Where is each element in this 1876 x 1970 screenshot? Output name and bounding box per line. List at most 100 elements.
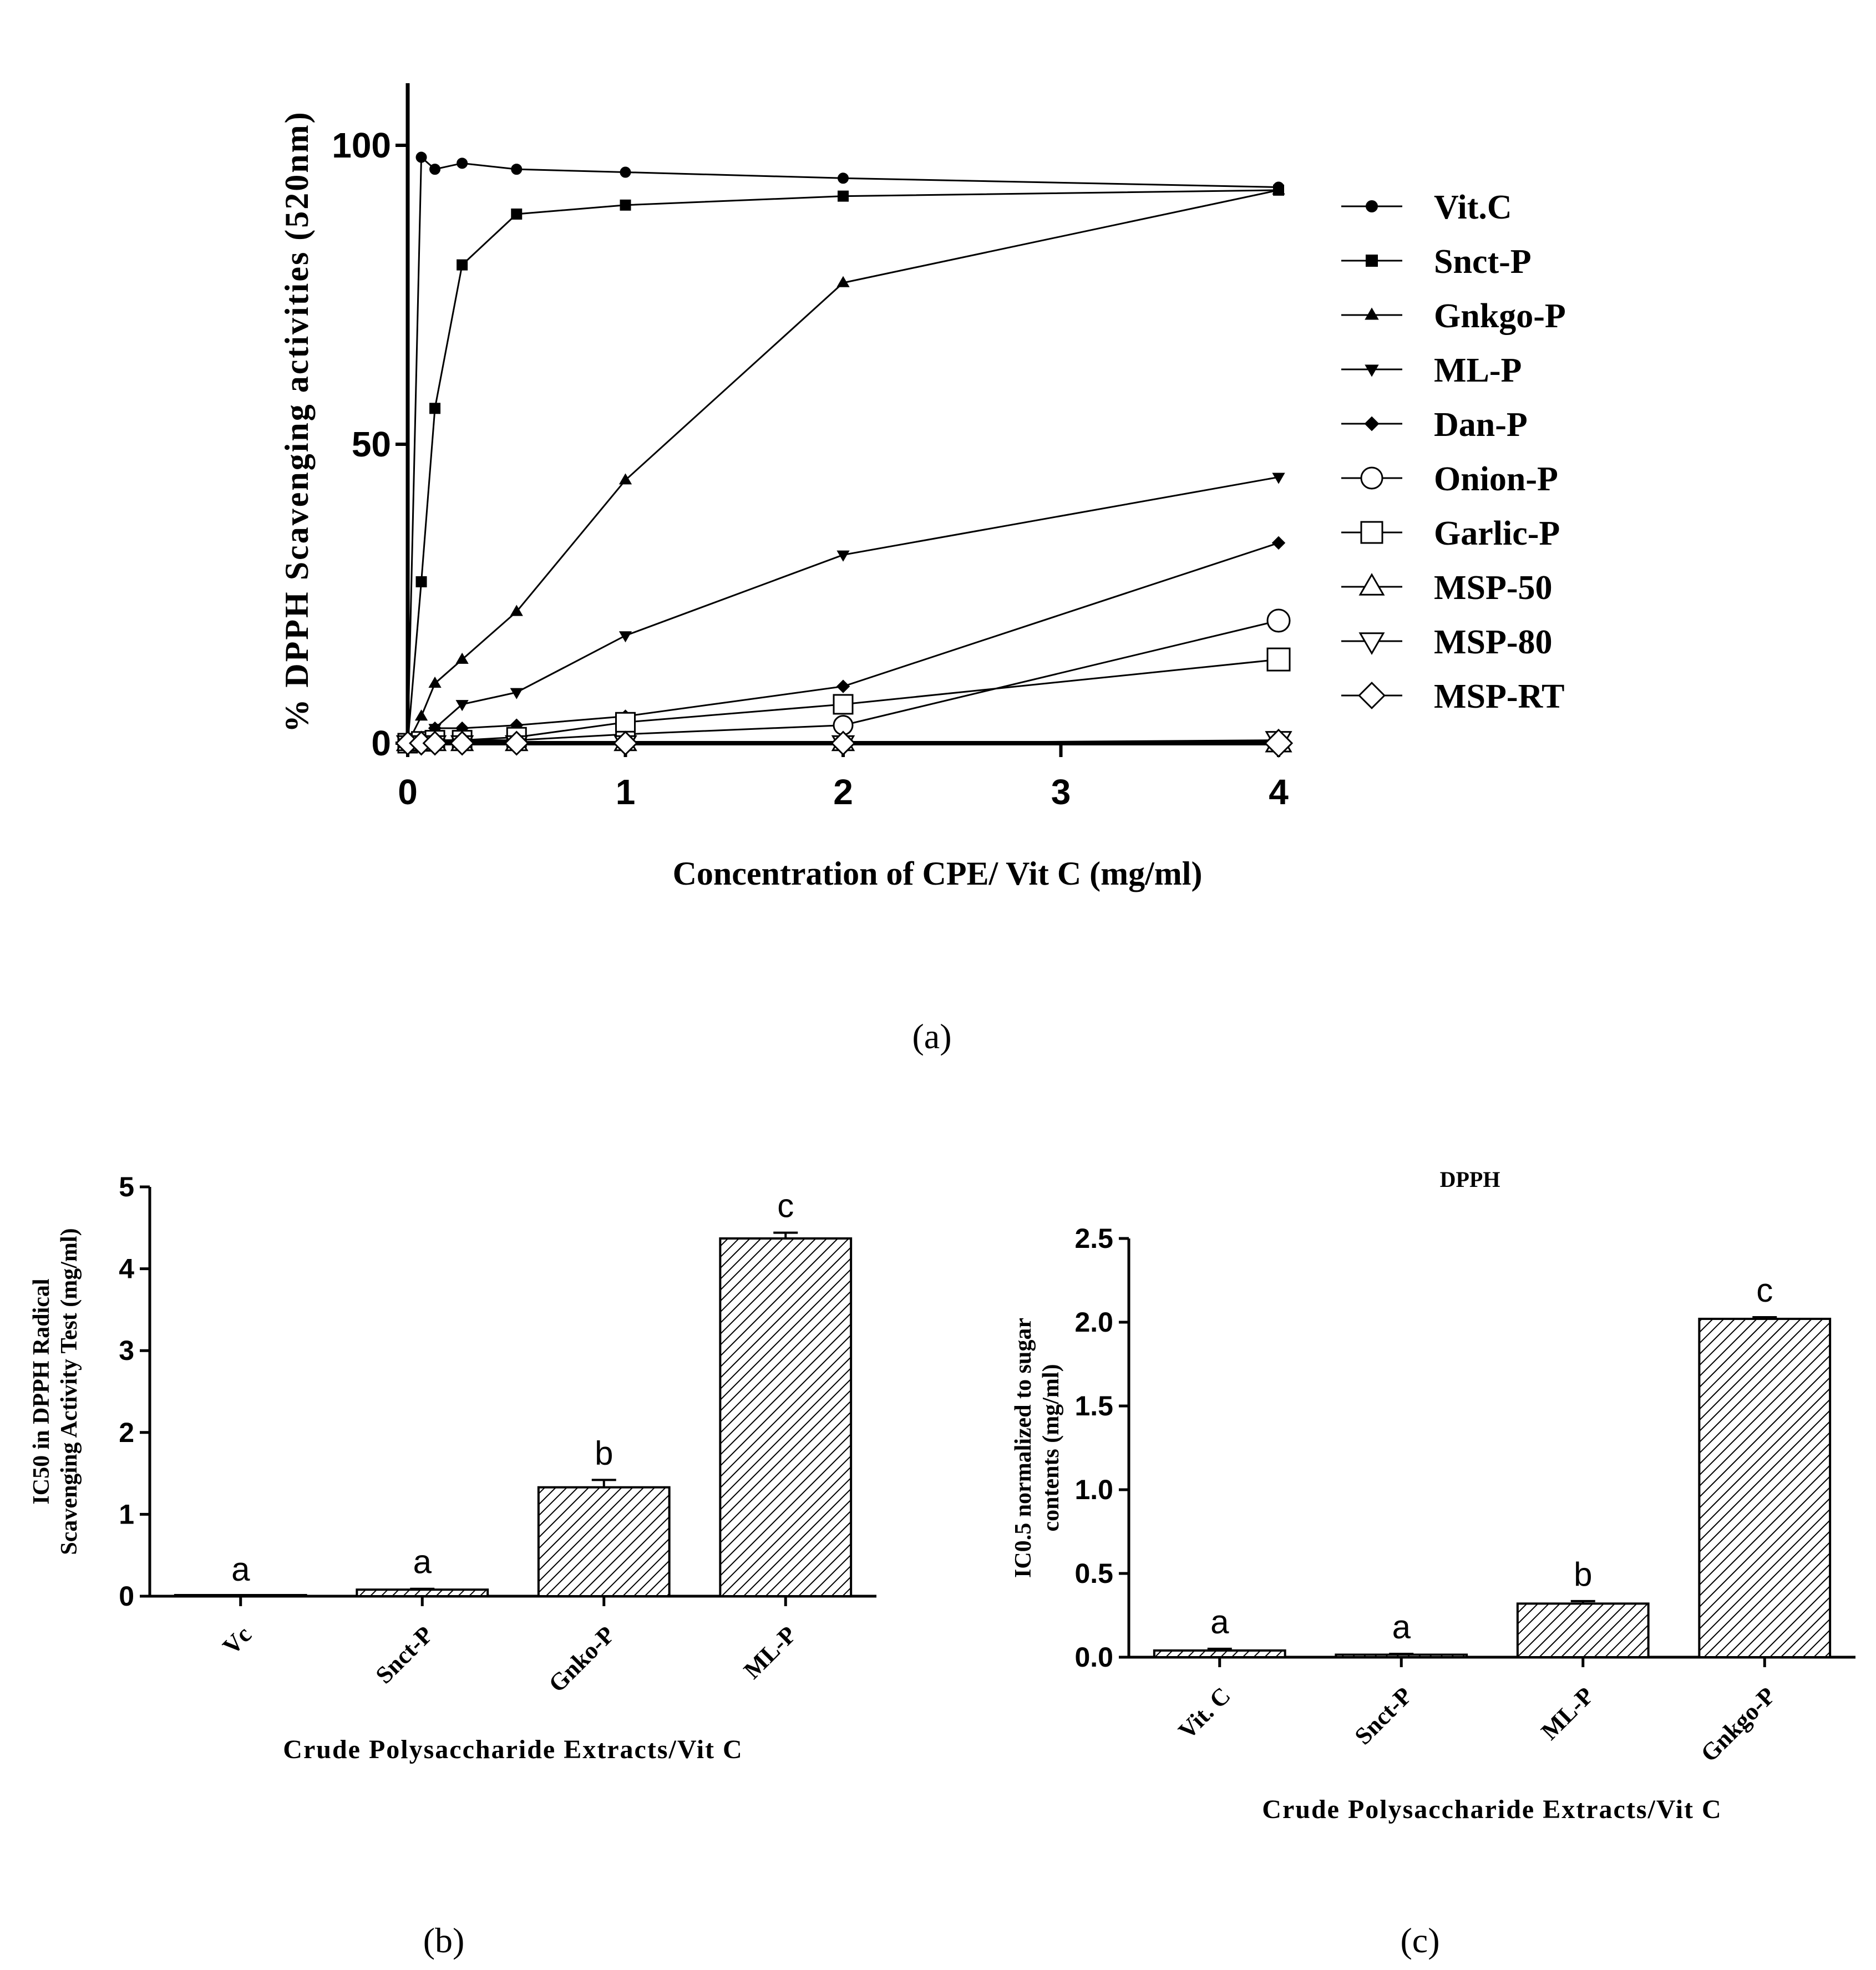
- data-point-vit-c: [429, 164, 441, 175]
- y-axis-title: % DPPH Scavenging activities (520nm): [278, 110, 315, 732]
- x-tick-label: 4: [1269, 772, 1289, 812]
- x-tick-label: 2: [833, 772, 853, 812]
- data-point-ml-p: [836, 550, 850, 562]
- data-point-msp-rt: [1264, 728, 1294, 758]
- legend-item-snct-p: Snct-P: [1341, 243, 1532, 281]
- data-point-msp-rt: [504, 730, 529, 756]
- legend-item-onion-p: Onion-P: [1341, 460, 1558, 498]
- bar-gnko-p: [537, 1486, 671, 1597]
- y-tick-label: 1: [119, 1499, 134, 1530]
- data-point-gnkgo-p: [414, 709, 428, 721]
- y-tick-label: 0.5: [1074, 1558, 1113, 1589]
- series-msp-rt: [395, 728, 1294, 758]
- data-point-gnkgo-p: [1272, 183, 1285, 195]
- y-tick-label: 0: [119, 1581, 134, 1612]
- data-point-msp-rt: [422, 730, 448, 756]
- y-tick-label: 5: [119, 1171, 134, 1202]
- legend-label: Gnkgo-P: [1434, 297, 1566, 335]
- data-point-snct-p: [415, 576, 427, 587]
- data-point-msp-rt: [830, 730, 856, 756]
- y-axis-title: contents (mg/ml): [1038, 1364, 1064, 1531]
- legend-marker-dan-p: [1364, 416, 1380, 431]
- legend-item-msp-50: MSP-50: [1341, 569, 1553, 607]
- data-point-snct-p: [429, 403, 441, 414]
- significance-letter: b: [1574, 1556, 1592, 1593]
- data-point-snct-p: [457, 259, 468, 271]
- data-point-vit-c: [838, 172, 849, 184]
- y-tick-label: 100: [332, 125, 391, 165]
- data-point-ml-p: [618, 631, 632, 643]
- legend-item-vit-c: Vit.C: [1341, 189, 1512, 226]
- data-point-vit-c: [415, 151, 427, 163]
- data-point-snct-p: [838, 190, 849, 202]
- data-point-gnkgo-p: [455, 652, 469, 664]
- x-tick-label: 1: [616, 772, 636, 812]
- bar-vc: [174, 1594, 307, 1597]
- legend-item-gnkgo-p: Gnkgo-P: [1341, 297, 1566, 335]
- y-tick-label: 0.0: [1074, 1642, 1113, 1673]
- y-tick-label: 0: [371, 723, 391, 763]
- y-tick-label: 3: [119, 1335, 134, 1366]
- chart-a-dpph-scavenging-line: 0 50 100 0 1 2 3 4 Concentration of CPE/ Vit C (…: [278, 83, 1566, 892]
- significance-letter: b: [595, 1434, 613, 1471]
- y-tick-label: 50: [352, 424, 391, 464]
- data-point-gnkgo-p: [428, 676, 442, 688]
- chart-title: DPPH: [1440, 1167, 1500, 1192]
- legend-label: MSP-50: [1434, 569, 1553, 607]
- data-point-garlic-p: [833, 694, 854, 715]
- data-point-ml-p: [455, 700, 469, 712]
- y-tick-label: 2.0: [1074, 1307, 1113, 1338]
- panel-label-c: (c): [1400, 1921, 1439, 1960]
- bar-ml-p: [1516, 1602, 1650, 1659]
- legend-label: ML-P: [1434, 352, 1522, 389]
- data-point-vit-c: [620, 166, 631, 178]
- data-point-ml-p: [510, 688, 523, 699]
- data-point-garlic-p: [1266, 647, 1291, 672]
- data-point-snct-p: [511, 208, 523, 220]
- legend-label: Garlic-P: [1434, 515, 1560, 552]
- y-tick-label: 2: [119, 1417, 134, 1448]
- bar-snct-p: [1335, 1653, 1468, 1658]
- panel-label-a: (a): [912, 1017, 951, 1056]
- data-point-dan-p: [836, 679, 850, 693]
- legend-marker-onion-p: [1360, 466, 1383, 490]
- legend-marker-gnkgo-p: [1365, 307, 1379, 320]
- data-point-ml-p: [1272, 473, 1285, 484]
- legend-marker-msp-80: [1358, 632, 1385, 655]
- y-axis-title: Scavenging Activity Test (mg/ml): [57, 1228, 82, 1555]
- significance-letter: c: [777, 1187, 794, 1225]
- y-axis-title: IC50 in DPPH Radical: [29, 1278, 54, 1504]
- y-tick-label: 1.0: [1074, 1474, 1113, 1505]
- significance-letter: a: [413, 1543, 432, 1581]
- panel-label-b: (b): [423, 1921, 465, 1960]
- data-point-gnkgo-p: [618, 473, 632, 485]
- bar-gnkgo-p: [1698, 1317, 1832, 1658]
- significance-letter: a: [1392, 1608, 1411, 1646]
- legend-marker-vit-c: [1366, 200, 1378, 212]
- legend-item-ml-p: ML-P: [1341, 352, 1522, 389]
- legend-item-garlic-p: Garlic-P: [1341, 515, 1560, 552]
- legend-item-msp-rt: MSP-RT: [1341, 678, 1564, 715]
- x-tick-label: 0: [398, 772, 418, 812]
- y-axis-title: IC0.5 normalized to sugar: [1011, 1318, 1036, 1578]
- y-tick-label: 1.5: [1074, 1390, 1113, 1421]
- significance-letter: c: [1756, 1272, 1773, 1309]
- data-point-snct-p: [620, 199, 631, 211]
- legend-label: MSP-80: [1434, 623, 1553, 661]
- significance-letter: a: [1210, 1603, 1229, 1641]
- legend-label: Onion-P: [1434, 460, 1558, 498]
- legend-marker-snct-p: [1366, 255, 1378, 267]
- series-line-gnkgo-p: [407, 189, 1279, 744]
- data-point-vit-c: [511, 164, 523, 175]
- significance-letter: a: [231, 1551, 250, 1588]
- series-line-snct-p: [407, 189, 1279, 744]
- data-point-vit-c: [457, 158, 468, 169]
- legend-item-dan-p: Dan-P: [1341, 406, 1528, 444]
- bar-vit-c: [1153, 1649, 1286, 1658]
- legend-item-msp-80: MSP-80: [1341, 623, 1553, 661]
- legend-label: Dan-P: [1434, 406, 1528, 444]
- data-point-onion-p: [1266, 608, 1291, 633]
- legend-label: Vit.C: [1434, 189, 1512, 226]
